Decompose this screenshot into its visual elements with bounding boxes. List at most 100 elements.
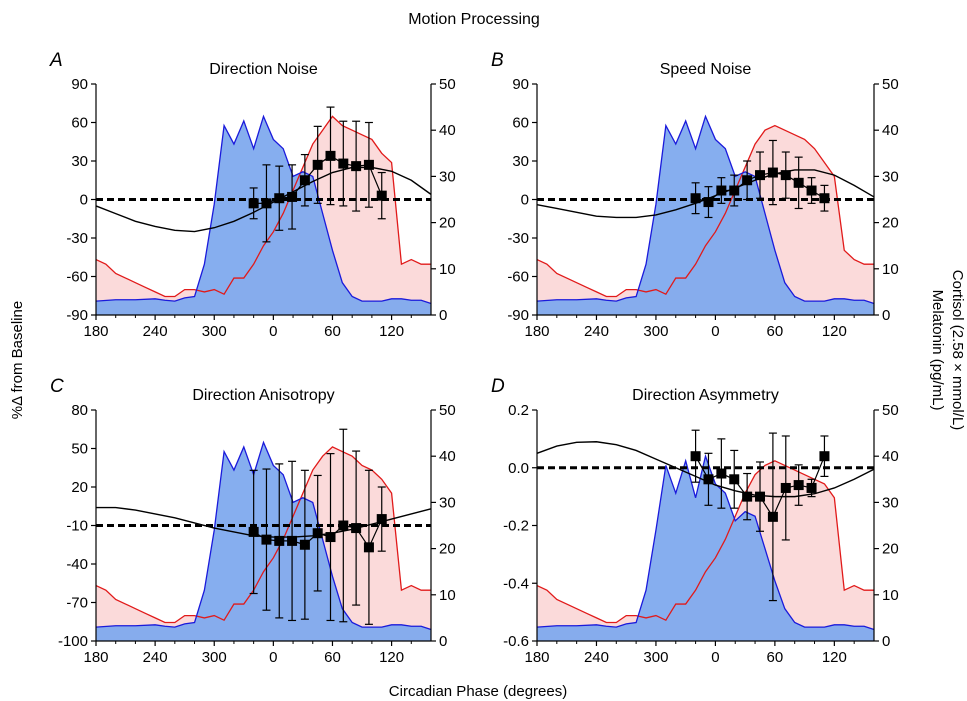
melatonin-line: [536, 114, 875, 305]
y-tick-label-left: -30: [66, 230, 88, 247]
data-point: [690, 451, 701, 462]
y-tick-label-right: 50: [882, 402, 899, 419]
y-tick-label-right: 10: [439, 261, 456, 278]
data-point: [767, 167, 778, 178]
panel-title: Speed Noise: [660, 61, 752, 78]
melatonin-line: [95, 114, 432, 305]
melatonin-area: [96, 116, 431, 315]
y-tick-label-left: -100: [58, 633, 88, 650]
y-tick-label-right: 50: [439, 402, 456, 419]
data-point: [742, 491, 753, 502]
x-tick-label: 60: [767, 323, 784, 340]
y-tick-label-left: 30: [512, 153, 529, 170]
data-point: [299, 175, 310, 186]
data-point: [793, 480, 804, 491]
cortisol-area: [96, 446, 431, 641]
y-tick-label-left: -0.6: [503, 633, 529, 650]
data-point: [363, 159, 374, 170]
data-point: [338, 520, 349, 531]
y-tick-label-right: 0: [882, 307, 890, 324]
y-tick-label-right: 30: [439, 168, 456, 185]
y-tick-label-left: 50: [71, 441, 88, 458]
y-tick-label-right: 40: [882, 448, 899, 465]
x-tick-label: 180: [83, 649, 108, 666]
data-point: [376, 190, 387, 201]
y-tick-label-left: 60: [71, 115, 88, 132]
y-axis-label-right-cortisol: Cortisol (2.58 × mmol/L): [949, 270, 966, 430]
data-point: [363, 542, 374, 553]
data-point: [351, 161, 362, 172]
y-tick-label-left: 0: [80, 192, 88, 209]
y-tick-label-left: 20: [71, 479, 88, 496]
y-tick-label-right: 0: [439, 307, 447, 324]
y-tick-label-left: -90: [66, 307, 88, 324]
x-tick-label: 180: [83, 323, 108, 340]
x-tick-label: 120: [822, 323, 847, 340]
cortisol-line: [95, 115, 431, 298]
y-tick-label-right: 50: [882, 76, 899, 93]
data-point: [248, 198, 259, 209]
y-tick-label-right: 40: [439, 448, 456, 465]
y-tick-label-right: 40: [882, 122, 899, 139]
x-tick-label: 300: [643, 323, 668, 340]
data-point: [299, 539, 310, 550]
x-tick-label: 60: [767, 649, 784, 666]
data-point: [755, 491, 766, 502]
x-tick-label: 300: [643, 649, 668, 666]
data-point: [261, 534, 272, 545]
melatonin-area: [537, 116, 874, 315]
y-tick-label-left: -40: [66, 556, 88, 573]
x-tick-label: 240: [143, 323, 168, 340]
data-point: [312, 528, 323, 539]
panel-c: -100 -70 -40 -10 20 50 80 0 10 20 30 40 50 180 240 300 0…: [50, 376, 456, 666]
data-point: [742, 175, 753, 186]
panel-a: -90 -60 -30 0 30 60 90 0 10 20 30 40 50 180 240 300 0 60 1…: [49, 50, 456, 340]
y-tick-label-right: 20: [882, 215, 899, 232]
cortisol-line: [536, 460, 874, 624]
data-point: [806, 185, 817, 196]
data-point: [287, 535, 298, 546]
y-tick-label-right: 30: [882, 494, 899, 511]
y-tick-label-left: -60: [66, 269, 88, 286]
data-point: [729, 185, 740, 196]
y-tick-label-left: 90: [71, 76, 88, 93]
x-tick-label: 0: [711, 323, 719, 340]
data-point: [261, 198, 272, 209]
data-point: [793, 177, 804, 188]
data-point: [819, 451, 830, 462]
data-point: [716, 185, 727, 196]
y-tick-label-right: 20: [882, 541, 899, 558]
y-tick-label-right: 40: [439, 122, 456, 139]
data-point: [780, 482, 791, 493]
cortisol-line: [95, 446, 431, 624]
y-tick-label-left: -10: [66, 518, 88, 535]
y-tick-label-right: 30: [439, 494, 456, 511]
data-point: [274, 193, 285, 204]
x-tick-label: 60: [324, 649, 341, 666]
data-point: [767, 511, 778, 522]
y-tick-label-left: 80: [71, 402, 88, 419]
panel-letter: B: [491, 50, 504, 71]
data-point: [819, 193, 830, 204]
x-tick-label: 120: [379, 649, 404, 666]
y-axis-label-right-melatonin: Melatonin (pg/mL): [929, 290, 946, 411]
x-tick-label: 300: [202, 323, 227, 340]
x-tick-label: 240: [584, 649, 609, 666]
melatonin-line: [95, 440, 432, 631]
x-tick-label: 0: [269, 649, 277, 666]
panel-title: Direction Asymmetry: [632, 387, 779, 404]
melatonin-area: [537, 456, 874, 641]
data-point: [703, 197, 714, 208]
y-tick-label-right: 10: [439, 587, 456, 604]
x-tick-label: 0: [269, 323, 277, 340]
data-point: [690, 193, 701, 204]
y-tick-label-right: 0: [882, 633, 890, 650]
y-tick-label-left: -90: [507, 307, 529, 324]
figure-title: Motion Processing: [408, 11, 540, 28]
y-tick-label-right: 0: [439, 633, 447, 650]
y-axis-label-left: %Δ from Baseline: [9, 301, 26, 419]
x-tick-label: 180: [524, 649, 549, 666]
y-tick-label-left: -30: [507, 230, 529, 247]
